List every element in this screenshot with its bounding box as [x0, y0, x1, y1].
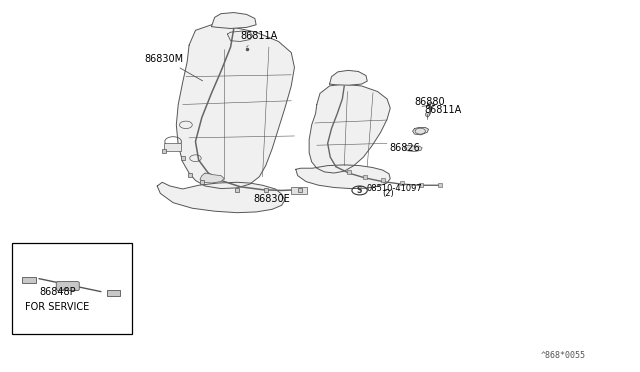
Polygon shape: [330, 70, 367, 85]
Text: 86826: 86826: [389, 143, 420, 153]
Text: (2): (2): [382, 189, 394, 198]
Text: FOR SERVICE: FOR SERVICE: [25, 302, 89, 312]
Polygon shape: [309, 84, 390, 173]
Text: 86811A: 86811A: [240, 31, 277, 47]
Polygon shape: [404, 145, 422, 151]
Bar: [12, 243, 132, 334]
Bar: [108, 290, 120, 296]
Text: 86811A: 86811A: [424, 105, 461, 115]
Bar: [164, 143, 181, 151]
Polygon shape: [413, 128, 429, 135]
Polygon shape: [176, 25, 294, 189]
Bar: [291, 187, 307, 194]
Text: ^868*0055: ^868*0055: [540, 351, 586, 360]
Polygon shape: [211, 13, 256, 29]
FancyBboxPatch shape: [56, 282, 79, 291]
Polygon shape: [296, 165, 390, 189]
Text: 86830M: 86830M: [145, 54, 203, 81]
Text: 86830E: 86830E: [253, 193, 290, 203]
Text: S: S: [357, 186, 362, 195]
Text: 08510-41097: 08510-41097: [367, 184, 422, 193]
Text: 86848P: 86848P: [39, 287, 76, 297]
Text: 86880: 86880: [415, 97, 445, 107]
Bar: [22, 277, 36, 283]
Polygon shape: [157, 182, 285, 213]
Polygon shape: [200, 173, 224, 183]
